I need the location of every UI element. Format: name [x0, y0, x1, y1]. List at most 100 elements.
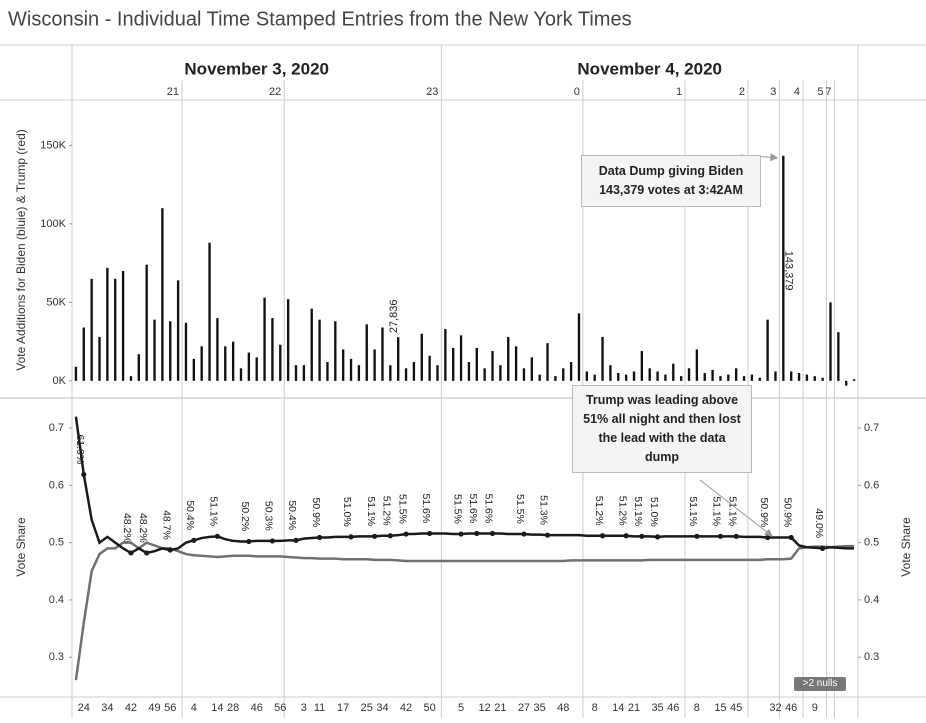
- bar: [74, 366, 78, 381]
- point: [403, 531, 409, 537]
- point: [128, 550, 134, 556]
- bar: [106, 267, 109, 381]
- bar: [758, 377, 761, 381]
- annotation: Trump was leading above 51% all night an…: [572, 385, 752, 473]
- bar: [114, 278, 117, 381]
- point: [348, 534, 354, 540]
- point: [788, 534, 794, 541]
- bar: [656, 371, 659, 381]
- x-tick-label: 50: [424, 702, 436, 714]
- data-label: 51.6%: [420, 493, 432, 523]
- bar: [365, 324, 368, 381]
- point: [427, 530, 433, 537]
- data-label: 51.1%: [711, 496, 723, 526]
- hour-label: 0: [574, 86, 580, 98]
- line-series: [74, 541, 855, 681]
- null-badge[interactable]: >2 nulls: [794, 677, 846, 691]
- x-tick-label: 14: [211, 702, 223, 714]
- x-tick-label: 3: [301, 702, 307, 714]
- bar: [341, 349, 345, 381]
- bar: [412, 362, 416, 381]
- bar: [530, 357, 533, 381]
- x-tick-label: 4: [191, 702, 197, 714]
- data-label: 27,836: [388, 300, 400, 334]
- annotation: Data Dump giving Biden 143,379 votes at …: [581, 155, 761, 207]
- data-label: 50.9%: [781, 497, 793, 527]
- bar: [632, 371, 636, 381]
- bar: [852, 379, 856, 381]
- bar: [514, 346, 518, 381]
- point: [639, 533, 645, 539]
- bar: [522, 368, 526, 381]
- bar: [507, 336, 510, 381]
- bar: [672, 363, 675, 381]
- x-tick-label: 27: [518, 702, 530, 714]
- bar: [184, 322, 188, 381]
- bar: [821, 377, 824, 381]
- x-tick-label: 11: [314, 702, 325, 714]
- data-label: 48.7%: [160, 510, 172, 540]
- bar: [224, 346, 227, 381]
- point: [387, 533, 393, 539]
- bar: [279, 344, 282, 381]
- x-tick-label: 21: [628, 702, 640, 714]
- bar: [719, 376, 722, 381]
- data-label: 50.4%: [286, 500, 298, 530]
- hour-label: 3: [770, 86, 776, 98]
- data-label: 143,379: [782, 251, 794, 291]
- data-label: 61.9%: [74, 434, 86, 464]
- y2-tick-label: 0.4: [864, 594, 879, 606]
- point: [820, 545, 826, 551]
- point: [765, 534, 771, 541]
- bar: [286, 299, 290, 381]
- point: [599, 533, 606, 539]
- x-tick-label: 5: [458, 702, 464, 714]
- bar: [373, 349, 376, 381]
- bar: [129, 376, 133, 381]
- bar: [679, 376, 683, 381]
- bar: [797, 373, 801, 381]
- bar: [837, 332, 840, 381]
- bar: [169, 321, 172, 381]
- bar: [687, 368, 691, 381]
- bar: [349, 358, 353, 381]
- point: [144, 550, 150, 556]
- y-axis-title: Vote Share: [14, 517, 28, 577]
- hour-label: 4: [794, 86, 800, 98]
- bar: [782, 155, 785, 381]
- bar: [790, 371, 793, 381]
- bar: [436, 365, 439, 381]
- data-label: 51.6%: [483, 493, 495, 523]
- bar: [145, 264, 148, 381]
- bar: [577, 313, 581, 381]
- x-tick-label: 12: [479, 702, 491, 714]
- bar: [404, 368, 408, 381]
- x-tick-label: 14: [612, 702, 624, 714]
- data-label: 51.3%: [538, 495, 550, 525]
- bar: [546, 343, 549, 381]
- bar: [711, 369, 714, 381]
- y-axis-title: Vote Additions for Biden (bluie) & Trump…: [14, 129, 28, 370]
- bar: [239, 368, 243, 381]
- hour-label: 21: [167, 86, 179, 98]
- y-tick-label: 0.4: [49, 594, 64, 606]
- x-tick-label: 28: [227, 702, 239, 714]
- x-tick-label: 56: [164, 702, 176, 714]
- x-tick-label: 46: [785, 702, 797, 714]
- bar: [695, 349, 699, 381]
- bar: [137, 354, 140, 381]
- x-tick-label: 9: [812, 702, 818, 714]
- bar: [774, 371, 777, 381]
- bar: [609, 365, 612, 381]
- point: [81, 471, 87, 478]
- data-label: 51.1%: [726, 496, 738, 526]
- y-tick-label: 50K: [46, 296, 66, 308]
- data-label: 51.1%: [365, 496, 377, 526]
- bar: [601, 336, 604, 381]
- bar: [302, 365, 306, 381]
- bar: [766, 319, 769, 381]
- bar: [617, 373, 620, 381]
- x-tick-label: 15: [714, 702, 726, 714]
- bar: [420, 333, 423, 381]
- x-tick-label: 32: [769, 702, 781, 714]
